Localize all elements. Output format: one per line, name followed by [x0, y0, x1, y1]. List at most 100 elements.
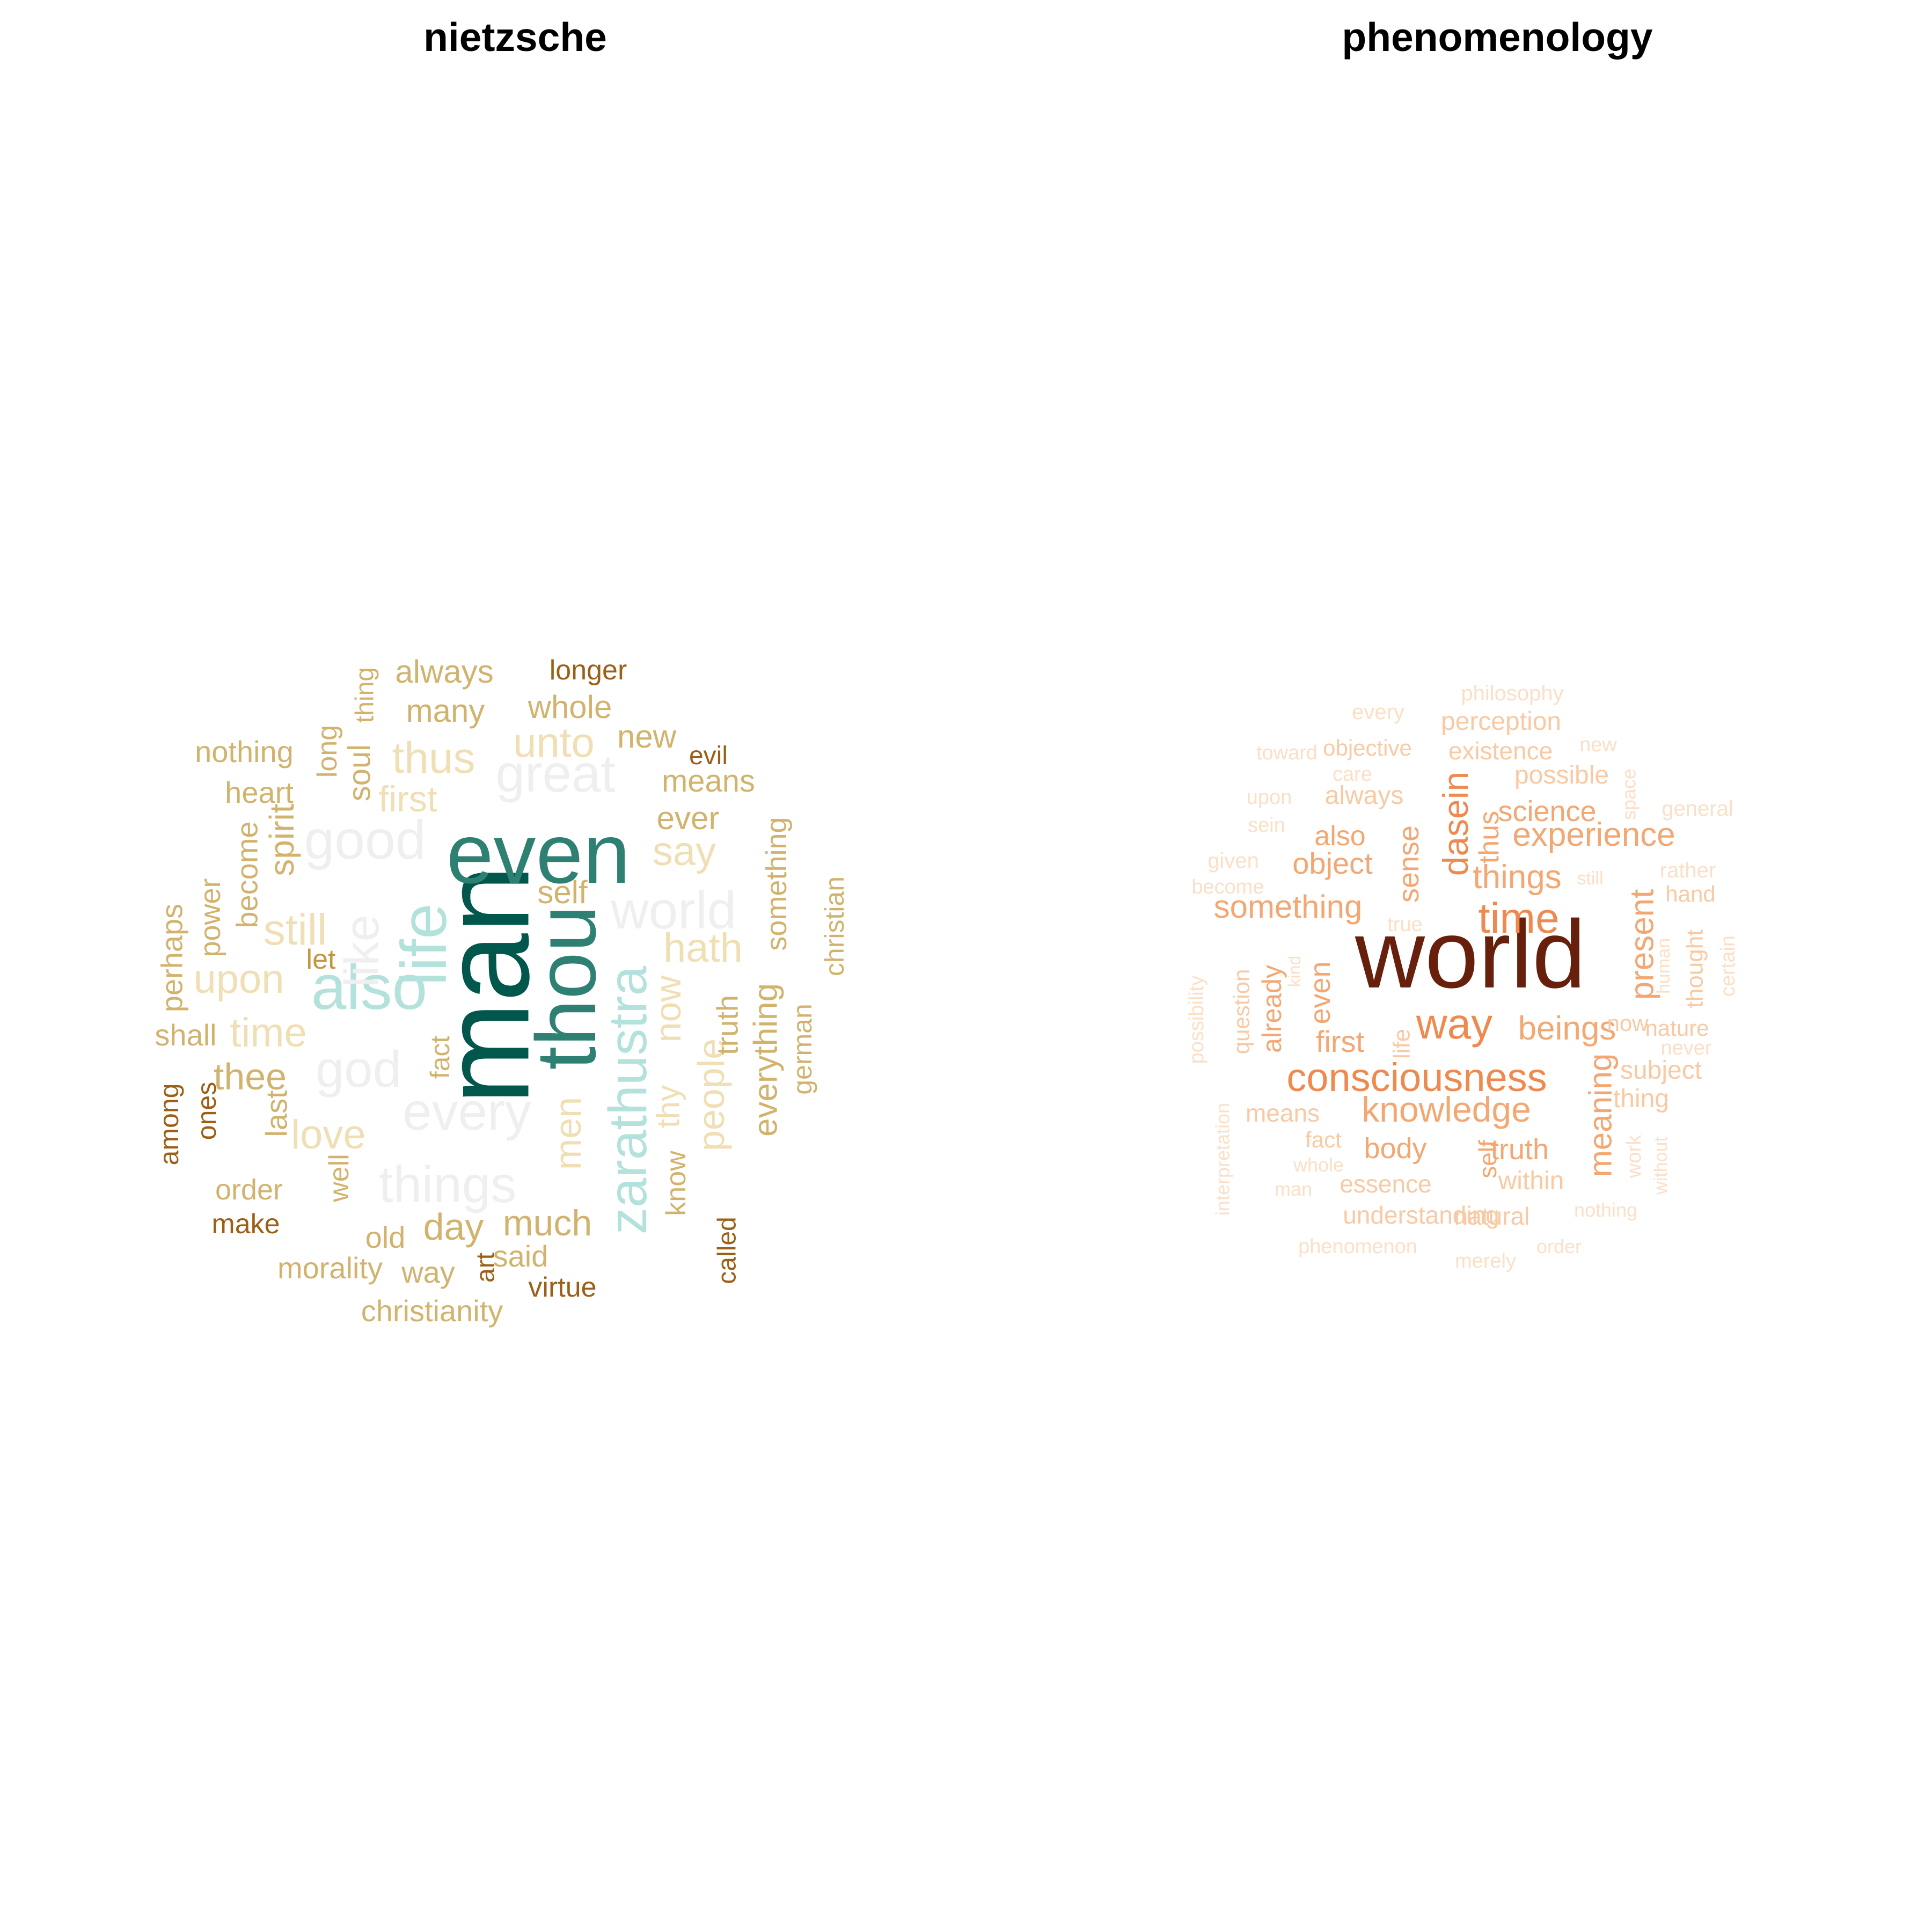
- word-body: body: [1364, 1132, 1426, 1165]
- word-new: new: [617, 719, 677, 755]
- word-already: already: [1257, 965, 1287, 1053]
- word-truth: truth: [711, 995, 744, 1055]
- word-fact: fact: [425, 1036, 455, 1079]
- word-power: power: [194, 878, 226, 957]
- word-men: men: [547, 1097, 589, 1170]
- word-phenomenon: phenomenon: [1298, 1235, 1417, 1258]
- word-thought: thought: [1682, 930, 1708, 1008]
- word-truth: truth: [1491, 1133, 1549, 1166]
- word-merely: merely: [1455, 1250, 1516, 1272]
- word-last: last: [260, 1090, 294, 1137]
- word-work: work: [1623, 1135, 1645, 1179]
- word-thee: thee: [214, 1056, 287, 1097]
- word-interpretation: interpretation: [1212, 1103, 1234, 1216]
- word-shall: shall: [155, 1018, 216, 1052]
- word-present: present: [1624, 889, 1661, 1000]
- word-life: life: [388, 903, 460, 985]
- word-christianity: christianity: [361, 1294, 503, 1328]
- word-always: always: [395, 654, 493, 690]
- word-whole: whole: [528, 689, 612, 725]
- word-also: also: [311, 952, 427, 1023]
- word-essence: essence: [1340, 1170, 1431, 1198]
- word-many: many: [406, 693, 485, 729]
- word-consciousness: consciousness: [1286, 1055, 1547, 1100]
- word-like: like: [335, 914, 389, 987]
- word-ever: ever: [657, 800, 720, 836]
- word-every: every: [402, 1082, 531, 1141]
- word-care: care: [1333, 763, 1372, 786]
- word-within: within: [1498, 1167, 1564, 1195]
- word-german: german: [787, 1004, 817, 1095]
- word-soul: soul: [342, 744, 377, 801]
- word-without: without: [1651, 1137, 1671, 1195]
- word-way: way: [1416, 1000, 1492, 1048]
- word-space: space: [1618, 769, 1640, 820]
- word-morality: morality: [277, 1251, 383, 1285]
- word-objective: objective: [1323, 735, 1412, 760]
- word-things: things: [1473, 859, 1561, 896]
- word-nothing: nothing: [195, 735, 294, 769]
- word-said: said: [493, 1239, 548, 1273]
- word-make: make: [211, 1209, 280, 1240]
- word-say: say: [653, 829, 716, 874]
- panel-title-nietzsche: nietzsche: [423, 14, 607, 60]
- word-general: general: [1662, 797, 1733, 821]
- word-life: life: [1389, 1029, 1415, 1059]
- word-everything: everything: [748, 983, 785, 1137]
- word-human: human: [1653, 938, 1674, 994]
- word-rather: rather: [1660, 859, 1716, 882]
- word-means: means: [662, 764, 755, 799]
- word-thing: thing: [1613, 1085, 1669, 1113]
- word-nothing: nothing: [1574, 1199, 1637, 1221]
- word-virtue: virtue: [528, 1272, 596, 1303]
- word-zarathustra: zarathustra: [598, 965, 658, 1234]
- word-natural: natural: [1454, 1202, 1530, 1230]
- word-perception: perception: [1441, 707, 1561, 736]
- word-fact: fact: [1305, 1127, 1342, 1152]
- word-spirit: spirit: [262, 803, 301, 876]
- word-become: become: [1191, 876, 1264, 898]
- word-nature: nature: [1645, 1015, 1709, 1041]
- word-true: true: [1387, 913, 1422, 936]
- word-whole: whole: [1293, 1154, 1344, 1176]
- word-world: world: [1355, 901, 1586, 1008]
- word-question: question: [1229, 969, 1254, 1055]
- word-well: well: [324, 1154, 355, 1203]
- word-existence: existence: [1448, 737, 1553, 765]
- word-god: god: [316, 1041, 401, 1098]
- word-great: great: [495, 744, 615, 803]
- word-always: always: [1325, 781, 1404, 810]
- word-even: even: [1304, 961, 1336, 1024]
- word-let: let: [306, 944, 336, 975]
- word-man: man: [1275, 1178, 1312, 1200]
- word-hath: hath: [663, 925, 743, 971]
- word-among: among: [154, 1084, 184, 1166]
- word-man: man: [417, 865, 555, 1104]
- word-way: way: [401, 1255, 455, 1289]
- word-know: know: [661, 1151, 692, 1216]
- word-science: science: [1498, 795, 1596, 828]
- word-become: become: [230, 821, 264, 928]
- word-sense: sense: [1393, 825, 1425, 903]
- word-philosophy: philosophy: [1461, 682, 1563, 705]
- word-beings: beings: [1518, 1010, 1616, 1047]
- word-knowledge: knowledge: [1362, 1089, 1531, 1129]
- word-thou: thou: [519, 905, 613, 1070]
- word-unto: unto: [513, 719, 595, 766]
- word-people: people: [690, 1038, 732, 1151]
- word-now: now: [648, 975, 689, 1043]
- word-order: order: [1536, 1235, 1582, 1257]
- word-first: first: [378, 779, 437, 819]
- word-thy: thy: [650, 1085, 686, 1128]
- word-things: things: [379, 1156, 516, 1213]
- word-something: something: [760, 817, 793, 950]
- word-also: also: [1314, 821, 1365, 852]
- word-order: order: [215, 1174, 283, 1206]
- word-thus: thus: [392, 734, 475, 782]
- word-much: much: [503, 1203, 592, 1243]
- word-christian: christian: [819, 876, 850, 976]
- word-possibility: possibility: [1185, 976, 1208, 1064]
- word-good: good: [304, 809, 426, 870]
